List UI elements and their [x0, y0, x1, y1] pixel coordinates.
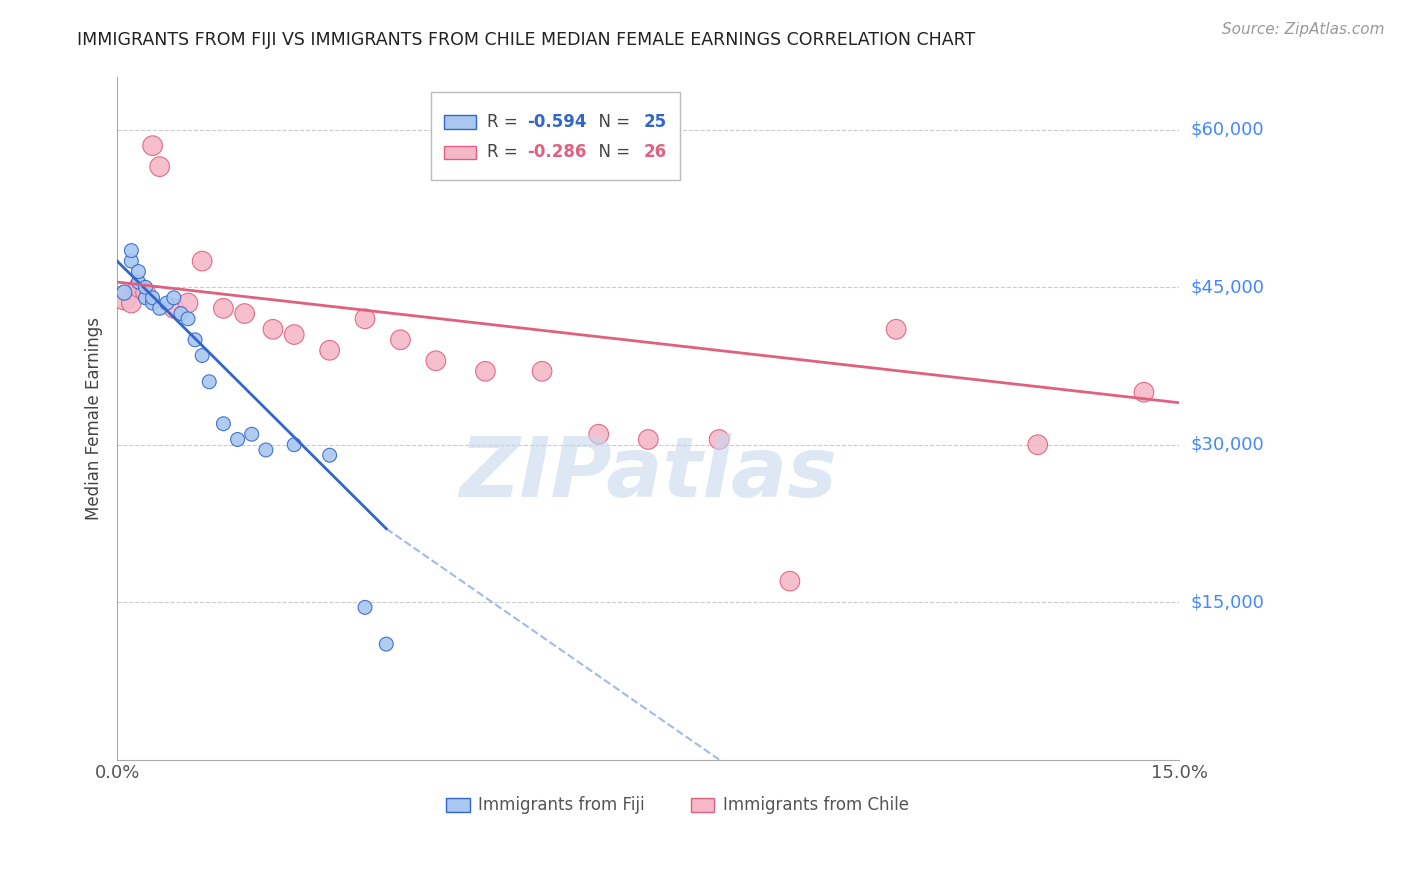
- Text: Immigrants from Fiji: Immigrants from Fiji: [478, 797, 645, 814]
- Point: [170, 307, 193, 321]
- Point: [156, 296, 179, 310]
- Point: [127, 264, 149, 278]
- Point: [1026, 438, 1049, 452]
- Point: [354, 600, 377, 615]
- Point: [163, 291, 186, 305]
- Point: [142, 291, 165, 305]
- Point: [318, 343, 340, 358]
- Text: $60,000: $60,000: [1191, 121, 1264, 139]
- Point: [163, 301, 186, 316]
- Text: Source: ZipAtlas.com: Source: ZipAtlas.com: [1222, 22, 1385, 37]
- Point: [212, 301, 235, 316]
- Text: -0.594: -0.594: [527, 112, 586, 131]
- Point: [354, 311, 377, 326]
- Point: [254, 442, 277, 457]
- Point: [112, 291, 135, 305]
- FancyBboxPatch shape: [690, 798, 714, 812]
- Text: 26: 26: [644, 144, 666, 161]
- Text: 25: 25: [644, 112, 666, 131]
- Point: [283, 327, 305, 342]
- Point: [240, 427, 263, 442]
- Point: [375, 637, 398, 651]
- Point: [142, 296, 165, 310]
- Point: [779, 574, 801, 589]
- Point: [474, 364, 496, 378]
- Point: [226, 433, 249, 447]
- Text: IMMIGRANTS FROM FIJI VS IMMIGRANTS FROM CHILE MEDIAN FEMALE EARNINGS CORRELATION: IMMIGRANTS FROM FIJI VS IMMIGRANTS FROM …: [77, 31, 976, 49]
- Point: [191, 254, 214, 268]
- FancyBboxPatch shape: [444, 145, 477, 160]
- Point: [1133, 385, 1156, 400]
- Point: [120, 244, 142, 258]
- Point: [112, 285, 135, 300]
- Point: [134, 285, 156, 300]
- Point: [191, 349, 214, 363]
- Point: [425, 353, 447, 368]
- Text: ZIPatlas: ZIPatlas: [460, 433, 837, 514]
- Point: [134, 280, 156, 294]
- Point: [884, 322, 907, 336]
- Y-axis label: Median Female Earnings: Median Female Earnings: [86, 317, 103, 520]
- FancyBboxPatch shape: [444, 115, 477, 128]
- Point: [177, 311, 200, 326]
- Point: [198, 375, 221, 389]
- Point: [389, 333, 412, 347]
- Point: [149, 160, 172, 174]
- Text: N =: N =: [588, 112, 636, 131]
- Point: [588, 427, 610, 442]
- Text: -0.286: -0.286: [527, 144, 586, 161]
- Point: [318, 448, 340, 462]
- Point: [707, 433, 730, 447]
- Point: [127, 280, 149, 294]
- FancyBboxPatch shape: [430, 93, 681, 180]
- Text: $45,000: $45,000: [1191, 278, 1264, 296]
- Text: $15,000: $15,000: [1191, 593, 1264, 611]
- Point: [531, 364, 554, 378]
- Point: [142, 138, 165, 153]
- Point: [262, 322, 284, 336]
- Point: [283, 438, 305, 452]
- Text: R =: R =: [486, 112, 523, 131]
- FancyBboxPatch shape: [447, 798, 470, 812]
- Point: [177, 296, 200, 310]
- Text: N =: N =: [588, 144, 636, 161]
- Point: [127, 275, 149, 289]
- Point: [149, 301, 172, 316]
- Point: [134, 291, 156, 305]
- Point: [212, 417, 235, 431]
- Point: [120, 254, 142, 268]
- Text: R =: R =: [486, 144, 523, 161]
- Point: [637, 433, 659, 447]
- Point: [120, 296, 142, 310]
- Point: [233, 307, 256, 321]
- Point: [184, 333, 207, 347]
- Text: Immigrants from Chile: Immigrants from Chile: [723, 797, 908, 814]
- Text: $30,000: $30,000: [1191, 435, 1264, 454]
